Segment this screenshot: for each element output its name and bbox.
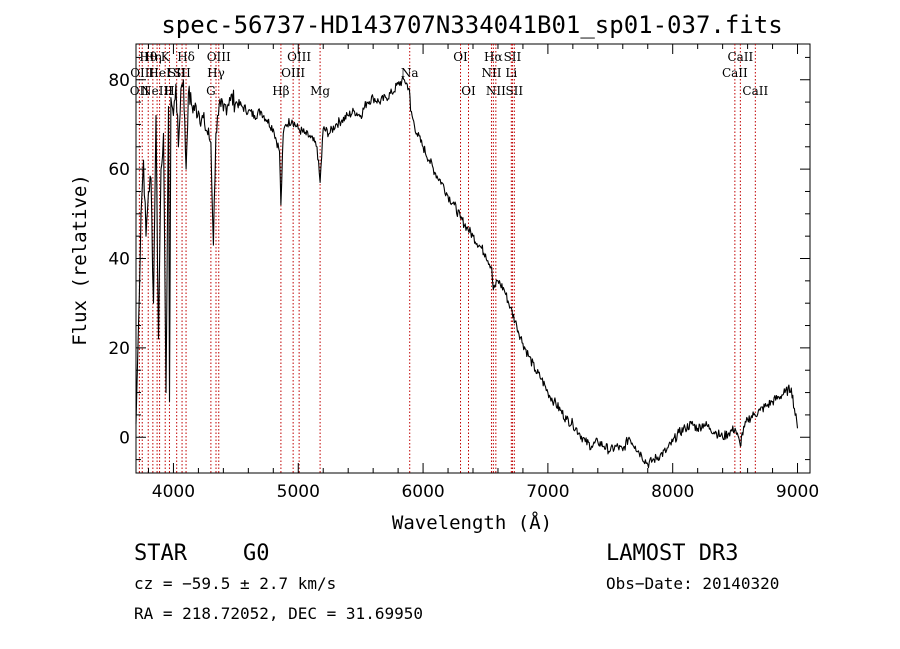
emission-line-markers <box>138 44 756 473</box>
emission-line-label: OIII <box>287 50 311 64</box>
plot-border <box>135 43 811 474</box>
x-tick-label: 6000 <box>401 482 444 502</box>
y-tick-label: 20 <box>108 339 130 359</box>
emission-line-label: CaII <box>722 66 748 80</box>
emission-line-label: SII <box>504 50 522 64</box>
emission-line-label: Hθ <box>139 50 157 64</box>
emission-line-label: NII <box>486 84 506 98</box>
chart-title: spec-56737-HD143707N334041B01_sp01-037.f… <box>161 11 782 39</box>
emission-line-label: Hβ <box>272 84 289 98</box>
y-axis-ticks: 0 20 40 60 80 <box>108 56 810 461</box>
redshift-cz: cz = −59.5 ± 2.7 km/s <box>134 574 336 593</box>
x-tick-label: 5000 <box>277 482 320 502</box>
emission-line-label: Li <box>505 66 517 80</box>
object-class: STAR <box>134 541 188 566</box>
x-axis-ticks: 4000 5000 6000 7000 8000 9000 <box>147 44 819 502</box>
emission-line-label: OIII <box>281 66 305 80</box>
spectrum-series <box>135 75 799 469</box>
obs-date: Obs−Date: 20140320 <box>606 574 779 593</box>
spectrum-line <box>135 75 799 469</box>
emission-line-label: Hα <box>484 50 503 64</box>
emission-line-label: SII <box>505 84 523 98</box>
emission-line-label: Hγ <box>207 66 225 80</box>
emission-line-label: CaII <box>742 84 768 98</box>
object-subclass: G0 <box>243 541 270 566</box>
x-tick-label: 4000 <box>152 482 195 502</box>
y-tick-label: 40 <box>108 250 130 270</box>
emission-line-label: OIII <box>130 66 154 80</box>
x-axis-label: Wavelength (Å) <box>392 511 552 534</box>
emission-line-label: NeIII <box>141 84 173 98</box>
y-tick-label: 80 <box>108 71 130 91</box>
emission-line-label: OI <box>461 84 476 98</box>
emission-line-label: OI <box>453 50 468 64</box>
emission-line-label: OIII <box>207 50 231 64</box>
emission-line-label: NII <box>481 66 501 80</box>
emission-line-label: CaII <box>727 50 753 64</box>
emission-line-label: SII <box>173 66 191 80</box>
emission-line-label: Hδ <box>177 50 195 64</box>
emission-line-label: Mg <box>310 84 330 98</box>
plot-frame <box>135 43 811 474</box>
survey-name: LAMOST DR3 <box>606 541 738 566</box>
ra-dec: RA = 218.72052, DEC = 31.69950 <box>134 604 423 623</box>
emission-line-label: OII <box>130 84 150 98</box>
x-tick-label: 9000 <box>776 482 819 502</box>
y-tick-label: 60 <box>108 160 130 180</box>
y-tick-label: 0 <box>119 428 130 448</box>
emission-line-label: Hη <box>144 50 162 64</box>
y-axis-label: Flux (relative) <box>69 174 91 346</box>
x-tick-label: 8000 <box>651 482 694 502</box>
emission-line-label: H <box>164 84 174 98</box>
emission-line-label: HeI <box>148 66 171 80</box>
emission-line-label: Na <box>401 66 419 80</box>
emission-line-label: G <box>206 84 216 98</box>
x-tick-label: 7000 <box>526 482 569 502</box>
emission-line-label: SII <box>168 66 186 80</box>
emission-line-label: K <box>161 50 171 64</box>
